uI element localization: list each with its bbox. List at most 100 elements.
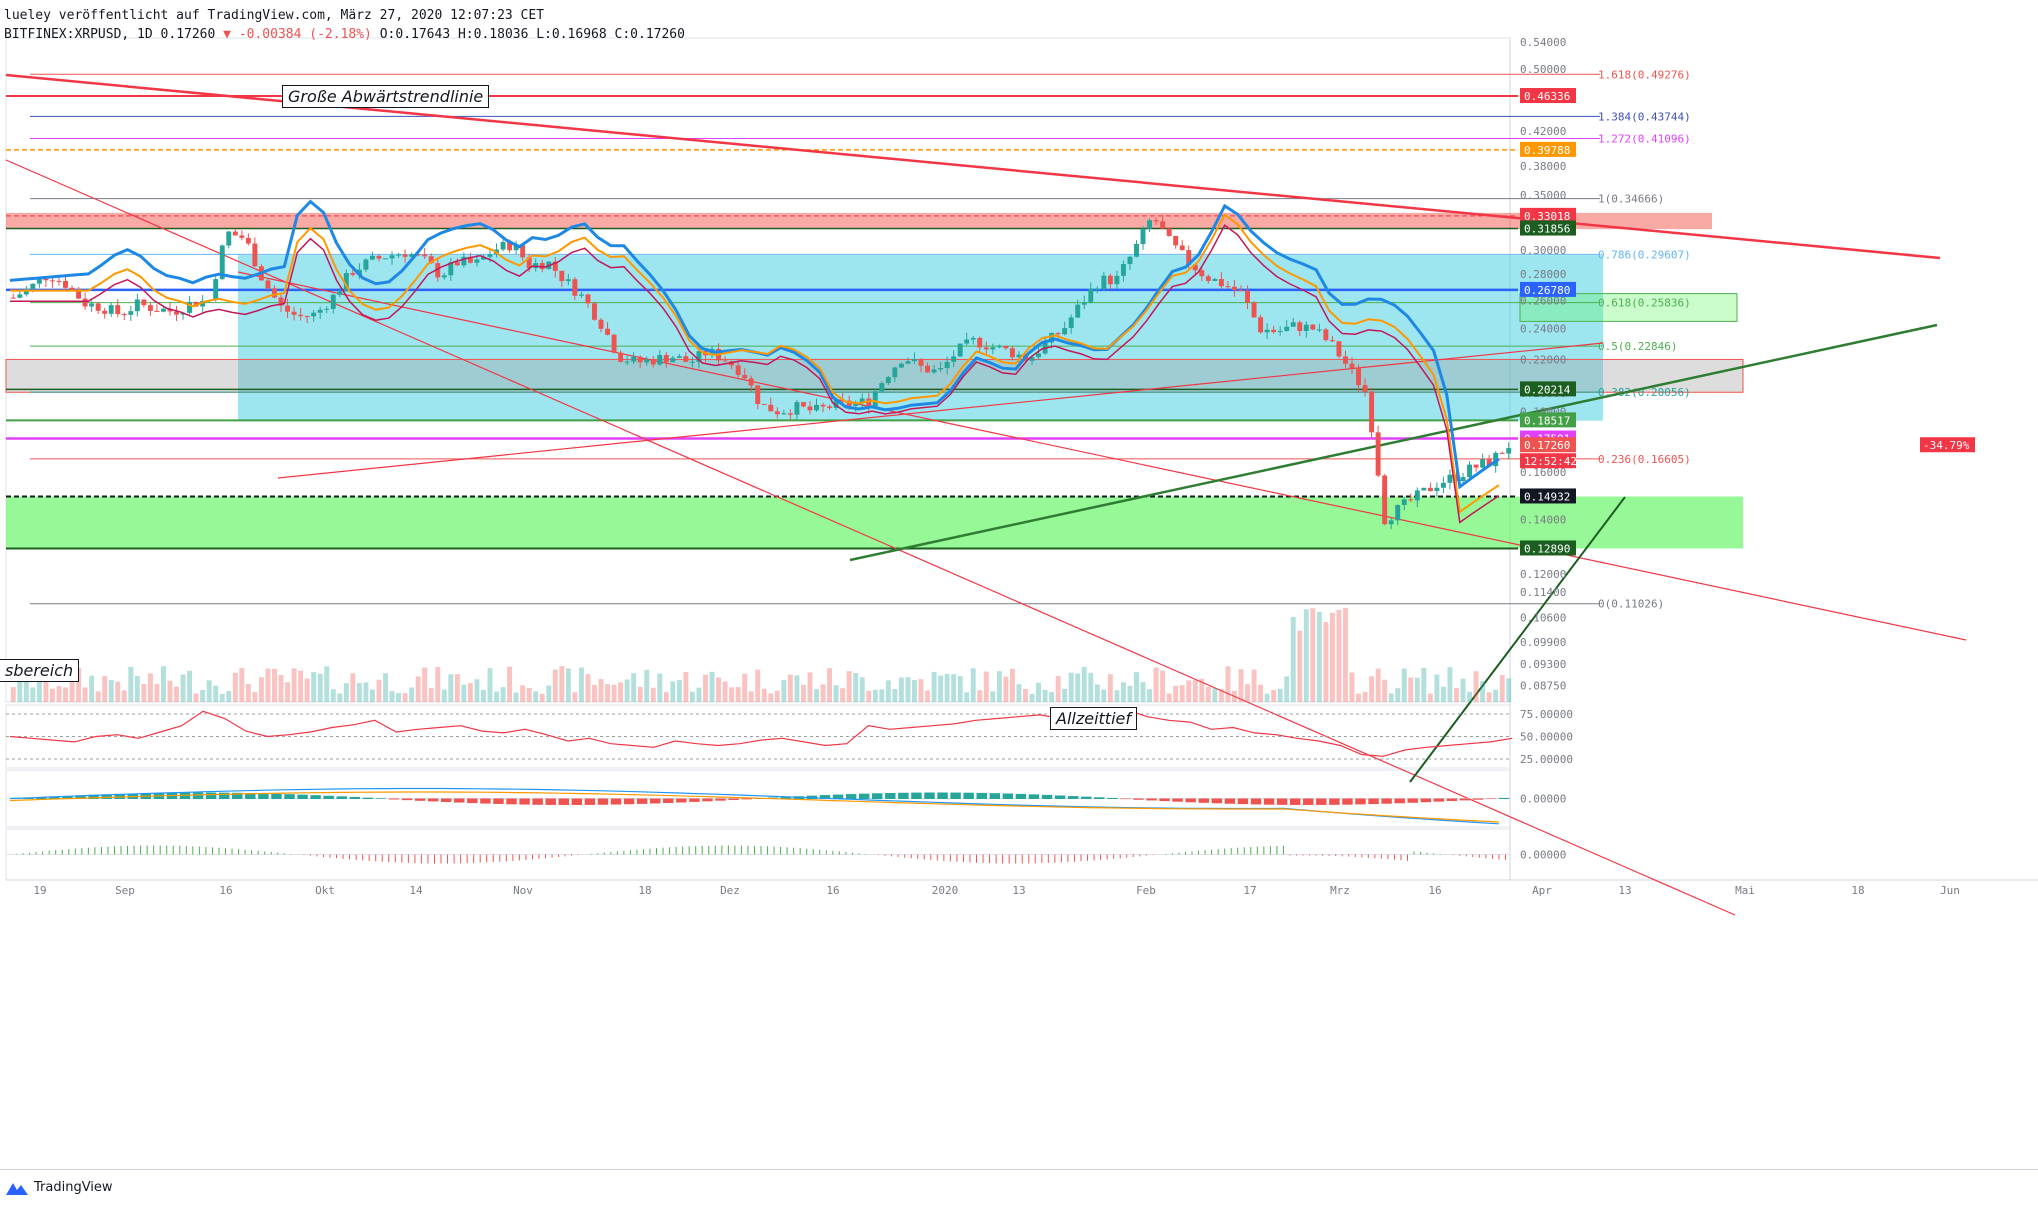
macd-histogram-bar [232,792,243,799]
macd-histogram-bar [454,798,465,803]
time-axis-tick-14: Mrz [1330,884,1350,897]
volume-bar [1336,609,1342,702]
volume-bar [938,675,944,702]
price-tag-text-7: 0.18517 [1524,414,1570,427]
volume-bar [840,688,846,702]
volume-bar [1440,686,1446,702]
candle-body [781,413,787,415]
fib-level-label-2: 1.384(0.43744) [1598,110,1691,123]
volume-bar [76,668,82,702]
candle-body [912,359,917,362]
candle-body [265,280,271,289]
candle-body [520,245,526,258]
volume-bar [1062,688,1068,702]
volume-bar [474,679,480,702]
candle-body [1310,324,1316,330]
resistance-zone-red [6,212,1712,230]
moving-average-orange [10,213,1500,514]
volume-bar [500,687,506,702]
macd-histogram-bar [1381,798,1392,804]
candle-body [1134,244,1139,257]
macd-histogram-bar [375,798,387,799]
macd-histogram-bar [728,798,739,801]
candle-body [1297,322,1303,332]
volume-bar [872,689,878,702]
macd-histogram-bar [1198,798,1209,803]
candle-body [513,245,519,251]
macd-histogram-bar [1355,798,1366,805]
macd-histogram-bar [571,798,583,805]
candle-body [1447,474,1453,483]
macd-histogram-bar [610,798,622,805]
volume-bar [1271,689,1277,702]
macd-histogram-bar [36,797,47,799]
macd-histogram-bar [1172,798,1183,802]
candle-body [696,351,702,362]
candle-body [115,305,121,315]
time-axis-tick-15: 16 [1428,884,1441,897]
volume-bar [768,693,774,702]
volume-bar [578,667,584,702]
volume-bar [827,668,833,702]
volume-bar [572,692,578,702]
macd-histogram-bar [989,793,1001,799]
volume-bar [167,680,173,702]
volume-bar [1166,693,1172,702]
price-tag-bg-9 [1520,437,1576,453]
candle-body [1068,317,1074,329]
candle-body [134,299,140,312]
macd-histogram-bar [1433,798,1445,802]
volume-bar [128,666,134,702]
volume-bar [761,688,767,702]
candle-body [977,337,983,348]
volume-bar [1127,685,1133,702]
volume-bar [1427,693,1433,702]
candle-body [1290,322,1296,327]
candle-body [1212,278,1218,281]
volume-bar [552,669,558,702]
candle-body [1284,326,1290,331]
macd-histogram-bar [297,794,308,799]
volume-bar [278,675,284,702]
volume-bar [1277,688,1283,702]
volume-bar [683,671,689,702]
volume-bar [1094,684,1100,702]
candle-body [1016,354,1022,358]
macd-histogram-bar [1067,796,1079,799]
candle-body [605,328,610,335]
volume-bar [912,679,917,702]
volume-bar [631,673,637,702]
candle-body [311,312,317,317]
candle-body [820,404,826,407]
candle-body [957,343,963,357]
candle-body [833,399,839,408]
volume-bar [539,693,545,702]
price-axis-tick-11: 0.24000 [1520,323,1566,336]
volume-bar [637,686,643,702]
macd-histogram-bar [1002,793,1014,799]
volume-bar [742,673,748,702]
volume-bar [219,693,225,702]
tradingview-brand[interactable]: TradingView [6,1180,113,1195]
macd-histogram-bar [1368,798,1379,805]
volume-bar [239,667,245,702]
candle-body [644,359,650,363]
price-tag-bg-10 [1520,488,1576,504]
candle-body [1349,363,1355,369]
volume-bar [1258,684,1264,702]
candle-body [226,231,232,246]
volume-bar [970,668,976,702]
candle-body [885,377,891,384]
volume-bar [1460,678,1466,702]
macd-histogram-bar [1250,798,1262,805]
time-axis-tick-3: 16 [219,884,232,897]
candle-body [1147,220,1153,229]
price-change: -0.00384 (-2.18%) [238,27,372,42]
price-axis-tick-2: 0.50000 [1520,63,1566,76]
candle-body [63,280,68,288]
candle-body [343,273,349,292]
volume-bar [598,679,604,702]
candle-body [1205,276,1211,281]
macd-histogram-bar [1276,798,1288,805]
